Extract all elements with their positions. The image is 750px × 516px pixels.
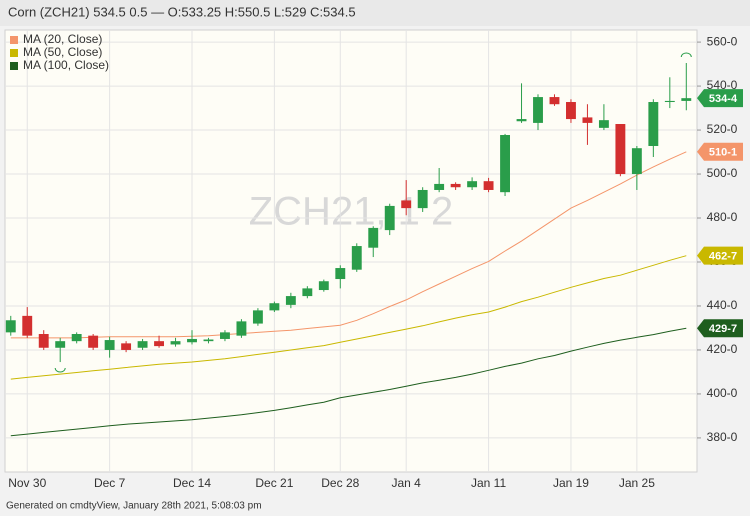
candle-body	[22, 315, 33, 336]
candle-body	[450, 183, 461, 188]
candle-body	[5, 320, 16, 333]
legend-label: MA (50, Close)	[23, 45, 102, 59]
candle-body	[434, 183, 445, 190]
candle-body	[582, 117, 593, 123]
price-tag	[697, 246, 743, 265]
candle-body	[302, 288, 313, 297]
legend-label: MA (100, Close)	[23, 58, 109, 72]
ma-line	[10, 327, 687, 437]
y-tick-label: 420-0	[707, 342, 738, 356]
candle-body	[71, 334, 82, 342]
candle-body	[533, 97, 543, 123]
candle-body	[38, 334, 49, 348]
y-tick-label: 400-0	[707, 386, 738, 400]
candle-body	[154, 341, 164, 347]
x-tick-label: Jan 11	[471, 476, 506, 490]
title-bar	[0, 0, 750, 26]
plot-area	[4, 29, 698, 473]
y-tick-label: 440-0	[707, 298, 738, 312]
low-marker	[54, 367, 66, 373]
legend-label: MA (20, Close)	[23, 32, 102, 46]
candle-body	[615, 124, 626, 175]
candle-body	[285, 296, 296, 305]
candle-body	[648, 102, 659, 146]
y-tick-label: 480-0	[707, 210, 738, 224]
footer: Generated on cmdtyView, January 28th 202…	[6, 501, 262, 512]
candle-body	[549, 97, 560, 105]
candle-body	[88, 335, 99, 348]
x-tick-label: Dec 21	[255, 476, 293, 490]
candle-body	[318, 281, 329, 291]
candle-body	[681, 98, 692, 101]
price-tag	[697, 142, 743, 161]
candle-body	[269, 303, 280, 311]
candle-body	[137, 341, 148, 348]
candle-body	[203, 339, 214, 342]
candle-body	[368, 227, 379, 248]
candle-body	[236, 321, 247, 336]
high-marker	[680, 52, 692, 58]
y-tick-label: 380-0	[707, 430, 738, 444]
candle-body	[631, 148, 642, 175]
y-tick-label: 520-0	[707, 122, 738, 136]
candle-body	[187, 338, 197, 343]
price-tag	[697, 89, 743, 108]
candle-body	[401, 200, 412, 209]
candle-body	[664, 100, 675, 103]
candle-body	[467, 181, 478, 188]
candle-body	[252, 310, 263, 324]
x-tick-label: Dec 7	[94, 476, 126, 490]
y-tick-label: 560-0	[707, 34, 738, 48]
x-tick-label: Jan 25	[619, 476, 655, 490]
x-tick-label: Jan 19	[553, 476, 589, 490]
price-tag-label: 429-7	[709, 323, 737, 335]
x-tick-label: Dec 28	[321, 476, 359, 490]
x-tick-label: Nov 30	[8, 476, 46, 490]
chart-title: Corn (ZCH21) 534.5 0.5 — O:533.25 H:550.…	[8, 4, 356, 19]
price-tag-label: 534-4	[709, 93, 738, 105]
candle-body	[220, 332, 230, 339]
x-tick-label: Dec 14	[173, 476, 211, 490]
legend-swatch	[10, 49, 18, 57]
ma-line	[10, 255, 687, 380]
candle-body	[170, 341, 181, 345]
y-tick-label: 540-0	[707, 78, 738, 92]
price-tag	[697, 319, 743, 338]
candle-body	[335, 268, 346, 280]
ma-line	[10, 151, 687, 339]
candle-body	[516, 119, 527, 122]
candle-body	[566, 102, 576, 120]
candle-body	[417, 189, 428, 209]
candle-body	[104, 340, 115, 350]
candle-body	[351, 246, 362, 270]
price-tag-label: 462-7	[709, 251, 737, 263]
y-tick-label: 500-0	[707, 166, 738, 180]
candle-body	[384, 205, 395, 231]
legend-swatch	[10, 36, 18, 44]
candle-body	[598, 120, 609, 128]
price-tag-label: 510-1	[709, 147, 737, 159]
candle-body	[483, 181, 494, 190]
candle-body	[500, 135, 510, 193]
candle-body	[121, 343, 132, 350]
candle-body	[55, 341, 66, 348]
legend-swatch	[10, 62, 18, 70]
x-tick-label: Jan 4	[392, 476, 422, 490]
